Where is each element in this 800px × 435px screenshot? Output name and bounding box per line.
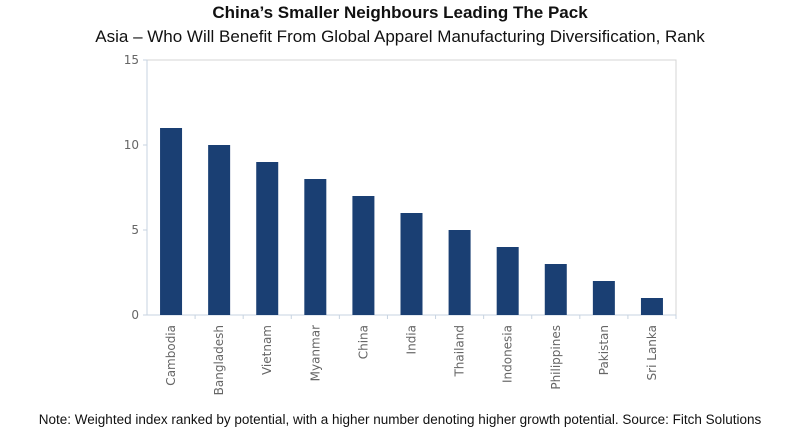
bar-china <box>352 196 375 315</box>
x-tick-label: Myanmar <box>308 325 322 381</box>
bar-myanmar <box>304 179 327 315</box>
x-tick-label: Sri Lanka <box>645 325 659 380</box>
x-tick-label: Thailand <box>453 325 467 378</box>
bar-philippines <box>544 264 567 315</box>
chart-title: China’s Smaller Neighbours Leading The P… <box>212 3 588 22</box>
y-tick-label: 15 <box>124 53 139 67</box>
chart-note: Note: Weighted index ranked by potential… <box>38 412 762 427</box>
chart-subtitle: Asia – Who Will Benefit From Global Appa… <box>95 27 705 46</box>
x-tick-label: Pakistan <box>597 325 611 375</box>
y-tick-label: 5 <box>131 223 139 237</box>
x-tick-label: Vietnam <box>260 325 274 375</box>
x-tick-label: Cambodia <box>164 325 178 386</box>
bar-cambodia <box>160 128 183 315</box>
x-tick-label: Indonesia <box>501 325 515 383</box>
bar-bangladesh <box>208 145 231 315</box>
x-tick-label: India <box>405 325 419 354</box>
bar-vietnam <box>256 162 279 315</box>
x-tick-label: Bangladesh <box>212 325 226 395</box>
bar-pakistan <box>592 281 615 315</box>
x-tick-label: Philippines <box>549 325 563 390</box>
x-tick-label: China <box>356 325 370 359</box>
bar-indonesia <box>496 247 519 315</box>
bar-sri-lanka <box>640 298 663 315</box>
bar-thailand <box>448 230 471 315</box>
y-tick-label: 10 <box>124 138 139 152</box>
y-tick-label: 0 <box>131 308 139 322</box>
bar-india <box>400 213 423 315</box>
